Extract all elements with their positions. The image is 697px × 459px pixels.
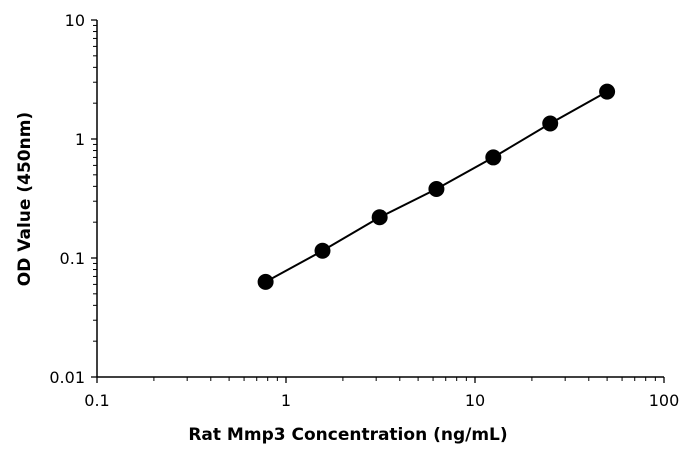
- data-point: [599, 83, 616, 100]
- x-axis-title: Rat Mmp3 Concentration (ng/mL): [188, 425, 507, 445]
- data-point: [485, 149, 502, 166]
- axis-ticks: 0.1 1 10 100 0.01 0.1 1 10: [49, 11, 679, 410]
- x-tick-label: 1: [281, 391, 291, 410]
- y-tick-label: 0.1: [60, 249, 85, 268]
- y-tick-label: 1: [75, 130, 85, 149]
- data-point: [257, 273, 274, 290]
- x-tick-label: 100: [649, 391, 680, 410]
- data-series: [257, 83, 616, 290]
- data-point: [542, 115, 559, 132]
- y-tick-label: 10: [65, 11, 85, 30]
- data-point: [314, 242, 331, 259]
- y-axis-title: OD Value (450nm): [15, 112, 35, 286]
- y-tick-label: 0.01: [49, 368, 85, 387]
- x-tick-label: 0.1: [84, 391, 109, 410]
- data-point: [371, 209, 388, 226]
- x-tick-label: 10: [465, 391, 485, 410]
- axes: [96, 20, 664, 378]
- data-point: [428, 181, 445, 198]
